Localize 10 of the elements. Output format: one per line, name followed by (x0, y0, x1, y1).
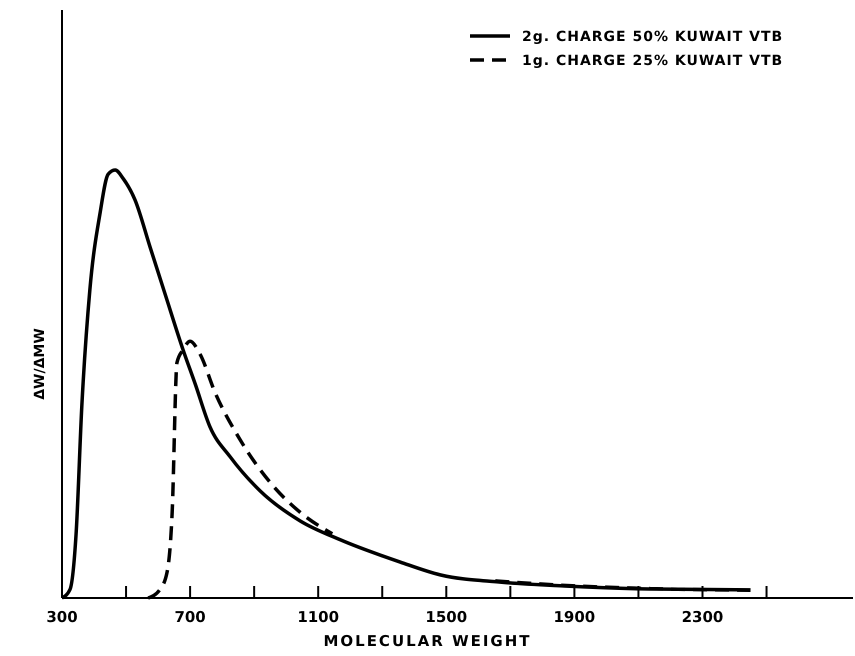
x-tick-label: 1100 (297, 608, 340, 626)
legend-label: 1g. CHARGE 25% KUWAIT VTB (522, 53, 784, 69)
x-tick-label: 300 (46, 608, 78, 626)
y-axis-title: ΔW/ΔMW (32, 328, 48, 400)
x-axis-title: MOLECULAR WEIGHT (323, 632, 532, 650)
x-tick-label: 2300 (682, 608, 724, 626)
legend-label: 2g. CHARGE 50% KUWAIT VTB (522, 29, 784, 45)
x-tick-label: 1500 (425, 608, 468, 626)
x-tick-label: 700 (174, 608, 206, 626)
x-tick-label: 1900 (554, 608, 596, 626)
